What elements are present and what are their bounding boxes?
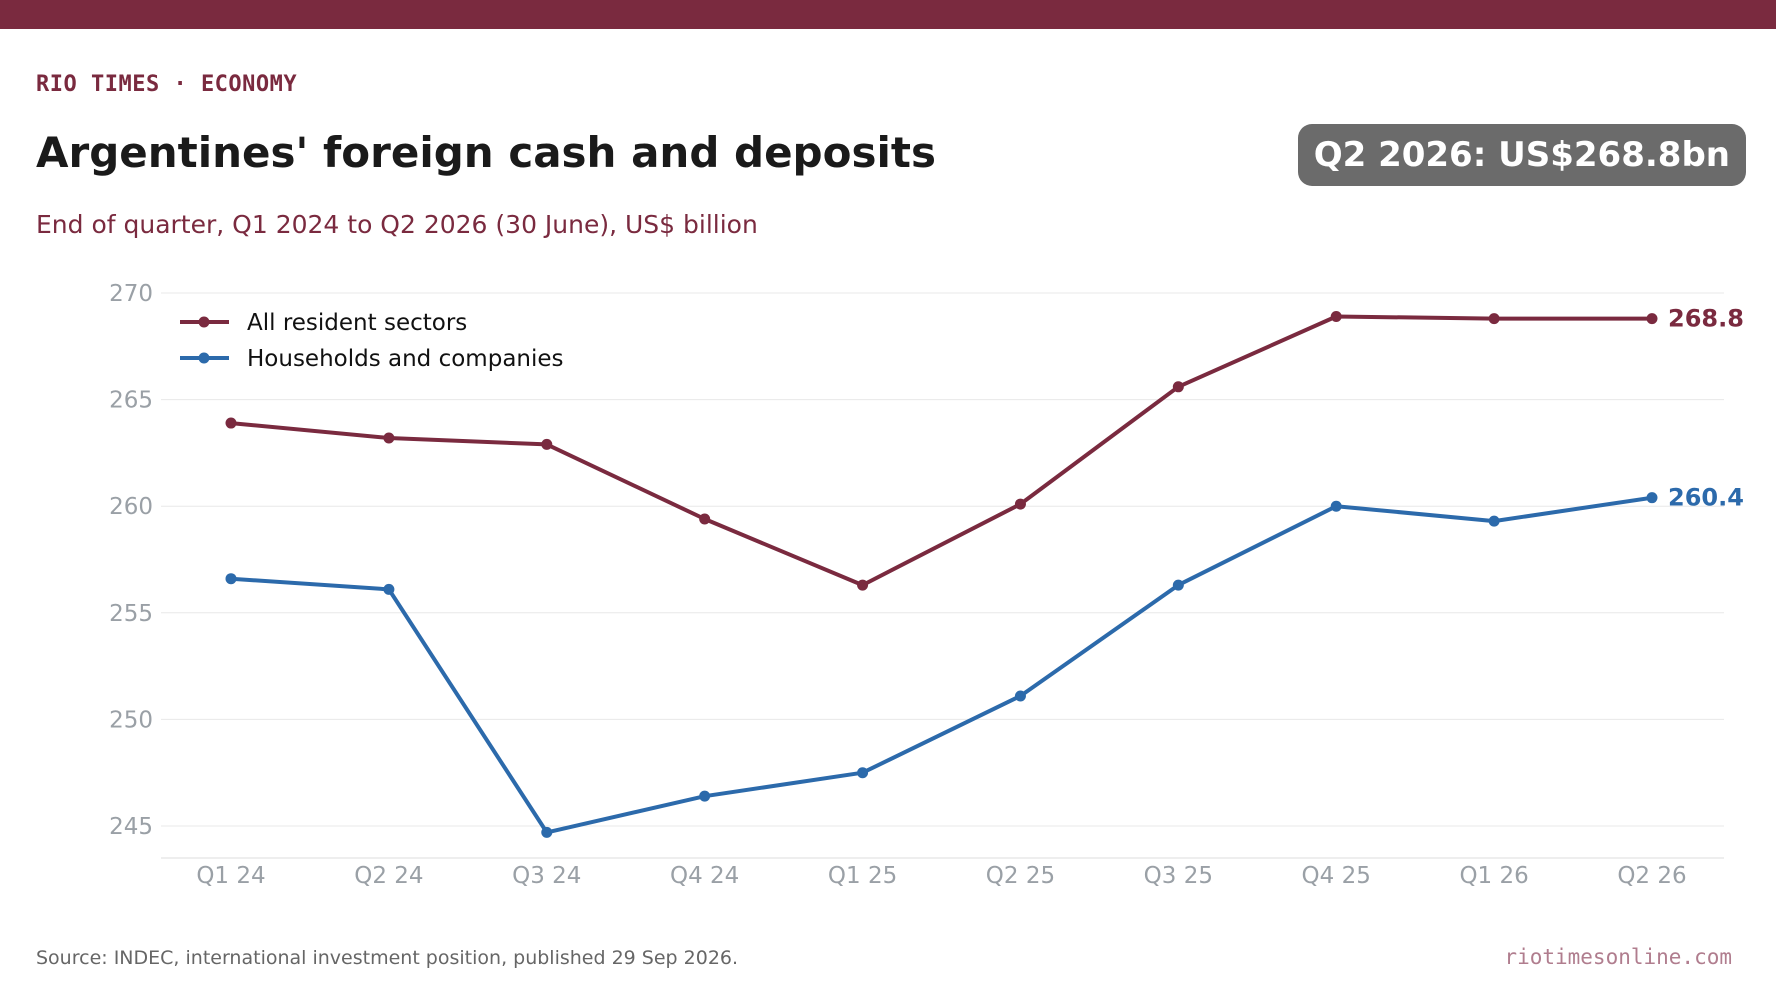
- latest-value-badge: Q2 2026: US$268.8bn: [1297, 124, 1746, 186]
- y-tick-label: 245: [109, 814, 153, 840]
- data-point: [225, 573, 237, 585]
- data-point: [1488, 515, 1500, 527]
- y-tick-label: 270: [109, 281, 153, 307]
- legend-label: Households and companies: [247, 346, 564, 372]
- data-point: [1646, 313, 1658, 325]
- data-point: [383, 583, 395, 595]
- data-point: [1330, 500, 1342, 512]
- x-tick-label: Q4 25: [1302, 863, 1371, 889]
- legend-label: All resident sectors: [247, 310, 467, 336]
- x-tick-label: Q1 26: [1459, 863, 1528, 889]
- data-point: [1172, 381, 1184, 393]
- x-tick-label: Q2 24: [354, 863, 423, 889]
- legend-marker: [198, 352, 210, 364]
- data-point: [857, 579, 869, 591]
- y-tick-label: 255: [109, 601, 153, 627]
- data-point: [383, 432, 395, 444]
- x-tick-label: Q1 25: [828, 863, 897, 889]
- y-tick-label: 265: [109, 388, 153, 414]
- x-tick-label: Q3 24: [512, 863, 581, 889]
- data-point: [225, 417, 237, 429]
- legend-marker: [198, 316, 210, 328]
- y-tick-label: 250: [109, 707, 153, 733]
- section-kicker: RIO TIMES · ECONOMY: [36, 72, 298, 97]
- data-point: [1172, 579, 1184, 591]
- data-point: [1014, 498, 1026, 510]
- source-note: Source: INDEC, international investment …: [36, 947, 739, 969]
- top-brand-bar: [0, 0, 1776, 29]
- end-value-label: 260.4: [1668, 484, 1744, 512]
- data-point: [541, 438, 553, 450]
- y-tick-label: 260: [109, 494, 153, 520]
- chart-title: Argentines' foreign cash and deposits: [36, 128, 936, 177]
- data-point: [1330, 310, 1342, 322]
- data-point: [1488, 313, 1500, 325]
- x-tick-label: Q1 24: [196, 863, 265, 889]
- end-value-label: 268.8: [1668, 305, 1744, 333]
- data-point: [699, 790, 711, 802]
- series-line-2: [229, 495, 1654, 835]
- data-point: [1646, 492, 1658, 504]
- site-url: riotimesonline.com: [1504, 945, 1732, 969]
- x-tick-label: Q2 25: [986, 863, 1055, 889]
- data-point: [541, 826, 553, 838]
- x-tick-label: Q4 24: [670, 863, 739, 889]
- data-point: [857, 767, 869, 779]
- x-tick-label: Q2 26: [1617, 863, 1686, 889]
- data-point: [699, 513, 711, 525]
- chart-subtitle: End of quarter, Q1 2024 to Q2 2026 (30 J…: [36, 210, 758, 239]
- data-point: [1014, 690, 1026, 702]
- series-line-1: [229, 314, 1654, 588]
- x-tick-label: Q3 25: [1144, 863, 1213, 889]
